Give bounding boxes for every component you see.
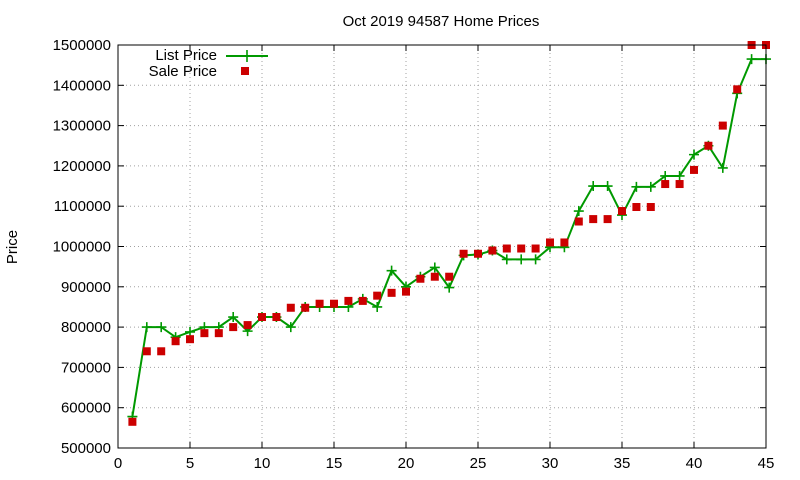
- list-price-point: [444, 282, 455, 293]
- legend-marker-sale-price: [241, 67, 249, 75]
- list-price-point: [660, 170, 671, 181]
- sale-price-point: [574, 217, 583, 226]
- sale-price-point: [243, 321, 252, 330]
- y-tick-label: 800000: [61, 319, 111, 336]
- sale-price-point: [445, 272, 454, 281]
- list-price-point: [573, 206, 584, 217]
- x-tick-label: 30: [542, 455, 559, 472]
- sale-price-point: [286, 303, 295, 312]
- y-tick-label: 600000: [61, 400, 111, 417]
- list-price-point: [631, 181, 642, 192]
- sale-price-point: [690, 165, 698, 174]
- y-axis-title: Price: [4, 230, 21, 264]
- sale-price-point: [474, 249, 482, 258]
- legend-marker-list-price: [241, 50, 253, 62]
- list-price-point: [501, 254, 512, 265]
- x-tick-label: 25: [470, 455, 487, 472]
- y-tick-label: 900000: [61, 279, 111, 296]
- sale-price-point: [718, 121, 727, 130]
- sale-price-point: [358, 296, 367, 305]
- sale-price-point: [128, 417, 137, 426]
- legend-label-list-price: List Price: [155, 47, 217, 64]
- sale-price-point: [459, 249, 468, 258]
- sale-price-point: [142, 347, 151, 356]
- sale-price-point: [661, 180, 670, 189]
- sale-price-point: [171, 337, 180, 346]
- y-tick-label: 1500000: [53, 37, 111, 54]
- x-tick-label: 40: [686, 455, 703, 472]
- list-price-point: [228, 312, 239, 323]
- list-price-point: [530, 254, 541, 265]
- x-tick-label: 20: [398, 455, 415, 472]
- sale-price-point: [589, 215, 598, 224]
- y-tick-label: 1400000: [53, 77, 111, 94]
- y-tick-label: 1000000: [53, 239, 111, 256]
- sale-price-point: [272, 313, 281, 322]
- sale-price-point: [632, 203, 641, 212]
- y-tick-label: 700000: [61, 359, 111, 376]
- sale-price-point: [675, 180, 684, 189]
- list-price-point: [386, 265, 397, 276]
- grid: [118, 45, 766, 448]
- list-price-line: [131, 58, 766, 417]
- series-layer: [127, 41, 771, 426]
- sale-price-point: [704, 141, 713, 150]
- sale-price-point: [330, 299, 338, 308]
- list-price-point: [645, 181, 656, 192]
- sale-price-point: [733, 85, 742, 94]
- list-price-point: [746, 54, 757, 65]
- x-tick-label: 15: [326, 455, 343, 472]
- sale-price-point: [344, 296, 353, 305]
- list-price-point: [674, 170, 685, 181]
- sale-price-point: [186, 335, 194, 344]
- y-tick-label: 500000: [61, 440, 111, 457]
- y-tick-label: 1100000: [54, 198, 111, 215]
- sale-price-point: [618, 207, 626, 216]
- list-price-point: [156, 322, 167, 333]
- legend-label-sale-price: Sale Price: [149, 63, 217, 80]
- x-tick-label: 5: [186, 455, 194, 472]
- legend: List Price Sale Price: [149, 47, 268, 80]
- sale-price-point: [430, 272, 439, 281]
- sale-price-point: [387, 288, 396, 297]
- x-tick-label: 10: [254, 455, 271, 472]
- sale-price-point: [416, 274, 425, 283]
- y-tick-label: 1200000: [53, 158, 111, 175]
- sale-price-point: [229, 323, 238, 332]
- sale-price-point: [373, 291, 382, 300]
- list-price-point: [285, 322, 296, 333]
- sale-price-point: [402, 287, 410, 296]
- list-price-point: [372, 301, 383, 312]
- sale-price-point: [301, 303, 310, 312]
- sale-price-point: [546, 238, 554, 247]
- list-price-point: [141, 322, 152, 333]
- sale-price-point: [646, 203, 655, 212]
- sale-price-point: [603, 215, 612, 224]
- list-price-point: [429, 262, 440, 273]
- plot-frame: [117, 44, 767, 449]
- list-price-point: [602, 181, 613, 192]
- sale-price-point: [200, 329, 209, 338]
- list-price-point: [689, 149, 699, 160]
- chart-title: Oct 2019 94587 Home Prices: [343, 13, 540, 30]
- sale-price-point: [157, 347, 166, 356]
- sale-price-point: [517, 244, 526, 253]
- sale-price-point: [560, 238, 569, 247]
- sale-price-point: [315, 299, 324, 308]
- sale-price-point: [531, 244, 540, 253]
- x-tick-label: 45: [758, 455, 775, 472]
- x-tick-label: 0: [114, 455, 122, 472]
- y-tick-label: 1300000: [53, 118, 111, 135]
- list-price-point: [516, 254, 527, 265]
- x-tick-label: 35: [614, 455, 631, 472]
- tick-labels: 0 5 10 15 20 25 30 35 40 45 500000 600000 700000 8000…: [53, 37, 775, 472]
- list-price-point: [717, 162, 728, 173]
- list-price-point: [588, 181, 599, 192]
- sale-price-point: [214, 329, 223, 338]
- sale-price-point: [488, 246, 497, 255]
- sale-price-point: [258, 313, 266, 322]
- sale-price-point: [502, 244, 511, 253]
